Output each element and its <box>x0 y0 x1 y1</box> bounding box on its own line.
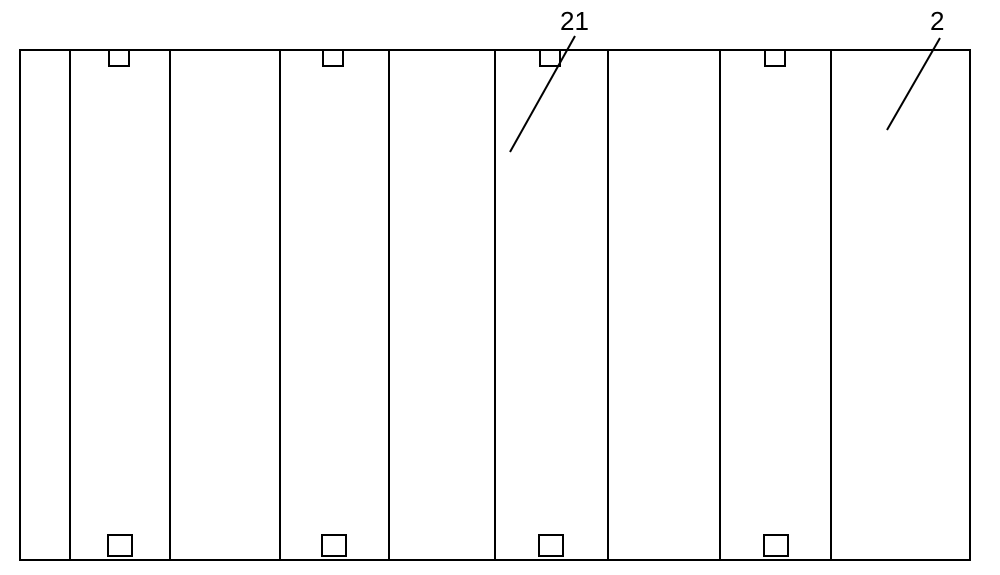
technical-diagram: 21 2 <box>0 0 1000 575</box>
bottom-tab <box>539 535 563 556</box>
top-tabs <box>109 50 785 66</box>
top-tab <box>323 50 343 66</box>
vertical-dividers <box>70 50 831 560</box>
top-tab <box>540 50 560 66</box>
bottom-tabs <box>108 535 788 556</box>
bottom-tab <box>108 535 132 556</box>
leader-line <box>887 38 940 130</box>
top-tab <box>765 50 785 66</box>
labels: 21 2 <box>560 6 944 36</box>
top-tab <box>109 50 129 66</box>
bottom-tab <box>764 535 788 556</box>
callout-label: 21 <box>560 6 589 36</box>
callout-label: 2 <box>930 6 944 36</box>
leader-line <box>510 36 575 152</box>
leader-lines <box>510 36 940 152</box>
bottom-tab <box>322 535 346 556</box>
